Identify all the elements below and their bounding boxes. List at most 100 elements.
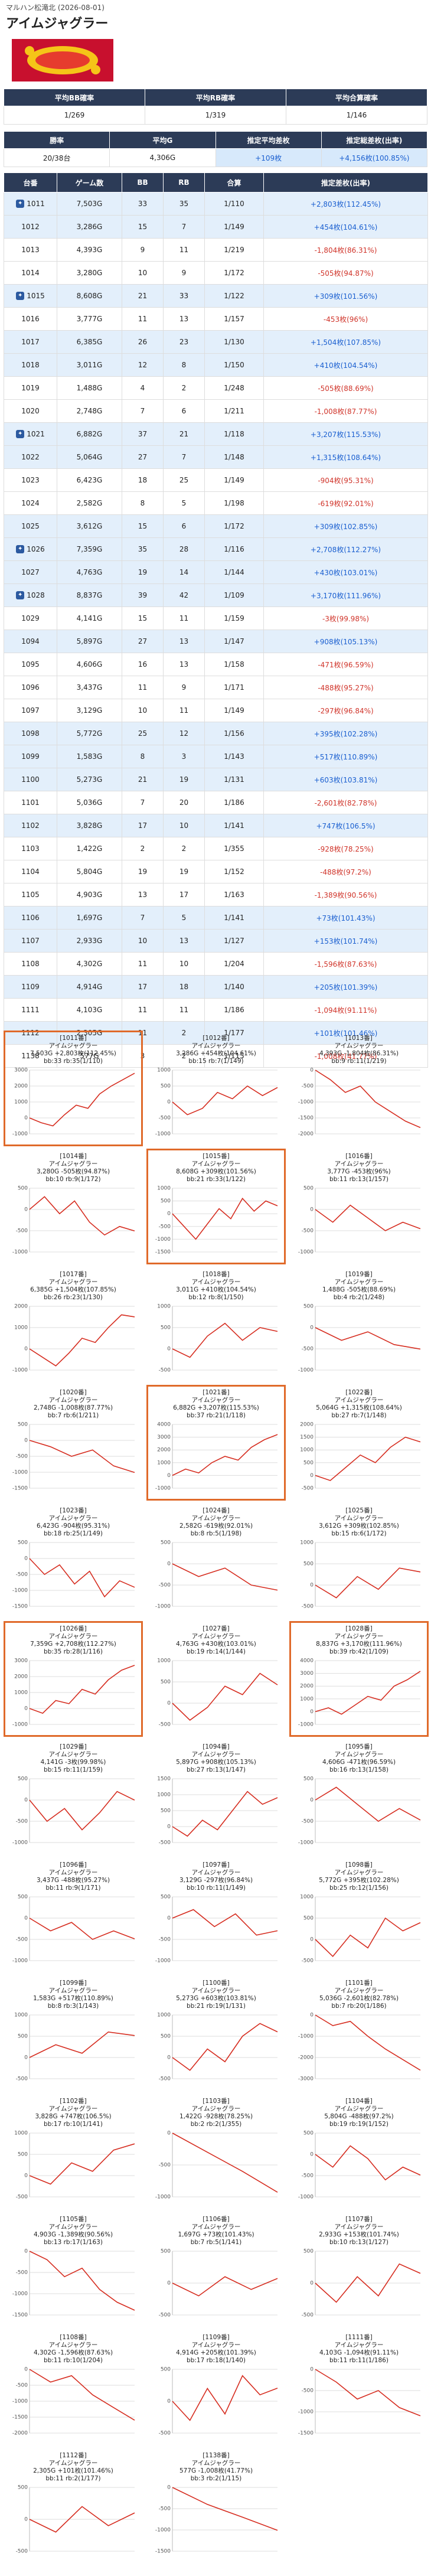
table-cell: ✦ 1028 — [4, 583, 57, 607]
mini-chart: -3000 -2000 -1000 0 — [298, 2013, 421, 2082]
machine-panel: [1105番] アイムジャグラー 4,903G -1,389枚(90.56%) bb:… — [4, 2212, 143, 2327]
panel-bonus: bb:2 rb:2(1/355) — [190, 2121, 242, 2128]
cell-text: 1/141 — [224, 914, 244, 922]
cell-text: 4,903G — [76, 891, 103, 899]
cell-text: 5 — [181, 914, 187, 922]
cell-text: 2,748G — [76, 407, 103, 415]
panel-model: アイムジャグラー — [48, 1869, 98, 1876]
table-cell: -928枚(78.25%) — [263, 837, 428, 860]
y-tick-label: 500 — [18, 1186, 28, 1192]
machine-panel: [1012番] アイムジャグラー 3,286G +454枚(104.61%) bb:1… — [146, 1031, 286, 1146]
table-cell: 37 — [122, 422, 164, 446]
table-cell: 15 — [122, 514, 164, 538]
table-cell: 1,583G — [57, 745, 122, 768]
table-cell: 1/156 — [204, 722, 264, 745]
cell-text: +2,803枚(112.45%) — [310, 200, 381, 208]
table-cell: +309枚(102.85%) — [263, 514, 428, 538]
cell-text: 17 — [138, 821, 148, 830]
cell-text: 11 — [179, 1006, 189, 1014]
y-tick-label: 0 — [24, 2367, 28, 2373]
cell-text: 12 — [138, 361, 148, 369]
cell-text: 577G — [80, 1052, 99, 1060]
y-tick-label: -3000 — [298, 2076, 314, 2082]
panel-label: [1025番] — [345, 1507, 373, 1514]
cell-text: 27 — [138, 453, 148, 461]
cell-text: 1107 — [21, 937, 40, 945]
diff-line — [29, 2369, 135, 2421]
panel-summary: 7,503G +2,803枚(112.45%) — [30, 1050, 116, 1057]
diff-line — [315, 1204, 421, 1231]
mini-chart: -500 0 500 1000 — [14, 2013, 135, 2082]
table-cell: -2,601枚(82.78%) — [263, 791, 428, 814]
y-tick-label: -1000 — [12, 2399, 28, 2405]
machine-panel: [1029番] アイムジャグラー 4,141G -3枚(99.98%) bb:15 r… — [4, 1739, 143, 1855]
y-tick-label: 0 — [310, 1473, 314, 1479]
table-cell: 11 — [122, 952, 164, 976]
y-tick-label: -1500 — [155, 1250, 171, 1256]
cell-text: 1/149 — [224, 476, 244, 484]
y-tick-label: -500 — [159, 1840, 171, 1846]
table-cell: 1/141 — [204, 814, 264, 837]
cell-text: 1,422G — [76, 844, 103, 853]
machine-panel: [1016番] アイムジャグラー 3,777G -453枚(96%) bb:11 rb… — [289, 1149, 429, 1264]
cell-text: 1/186 — [224, 798, 244, 807]
cell-text: +309枚(101.56%) — [314, 292, 378, 301]
machine-row: 1014 3,280G 10 9 1/172 -505枚(94.87%) — [4, 261, 428, 285]
table-cell: 1014 — [4, 261, 57, 285]
panel-summary: 5,064G +1,315枚(108.64%) — [316, 1404, 402, 1411]
cell-text: 23 — [179, 338, 189, 346]
table-cell: 7 — [163, 215, 205, 239]
cell-text: 1103 — [21, 844, 40, 853]
y-tick-label: 3000 — [300, 1671, 314, 1677]
panel-bonus: bb:9 rb:11(1/219) — [331, 1058, 387, 1065]
panel-bonus: bb:11 rb:11(1/186) — [329, 2357, 388, 2364]
table-cell: 1101 — [4, 791, 57, 814]
panel-label: [1026番] — [60, 1625, 87, 1632]
panel-model: アイムジャグラー — [334, 1987, 384, 1994]
panel-label: [1138番] — [203, 2452, 230, 2459]
cell-text: 1/140 — [224, 983, 244, 991]
cell-text: 35 — [179, 200, 189, 208]
cell-text: 1020 — [21, 407, 40, 415]
cell-text: +1,315枚(108.64%) — [310, 453, 381, 462]
y-tick-label: -1000 — [155, 1958, 171, 1964]
machine-panel: [1027番] アイムジャグラー 4,763G +430枚(103.01%) bb:1… — [146, 1621, 286, 1737]
table-cell: 19 — [122, 860, 164, 883]
table-cell: 13 — [163, 630, 205, 653]
panel-bonus: bb:11 rb:13(1/157) — [329, 1176, 388, 1183]
y-tick-label: 500 — [303, 1460, 314, 1466]
y-tick-label: 500 — [18, 1540, 28, 1546]
table-cell: 3,777G — [57, 307, 122, 331]
panel-label: [1094番] — [203, 1743, 230, 1750]
table-cell: -904枚(95.31%) — [263, 468, 428, 492]
panel-bonus: bb:21 rb:19(1/131) — [187, 2003, 246, 2010]
y-tick-label: 0 — [167, 2399, 171, 2405]
diff-line — [172, 2487, 278, 2531]
cell-text: 1/127 — [224, 937, 244, 945]
panel-bonus: bb:11 rb:10(1/204) — [44, 2357, 103, 2364]
diff-line — [172, 1672, 278, 1721]
cell-text: -1,804枚(86.31%) — [314, 246, 377, 255]
y-tick-label: 0 — [310, 2152, 314, 2158]
y-tick-label: 500 — [18, 1776, 28, 1782]
y-tick-label: -500 — [302, 2388, 314, 2394]
table-cell: 39 — [122, 583, 164, 607]
diff-line — [315, 2145, 421, 2181]
table-cell: 3 — [163, 745, 205, 768]
panel-label: [1011番] — [60, 1035, 87, 1042]
machine-row: 1109 4,914G 17 18 1/140 +205枚(101.39%) — [4, 975, 428, 999]
machine-panel: [1107番] アイムジャグラー 2,933G +153枚(101.74%) bb:1… — [289, 2212, 429, 2327]
cell-text: 18 — [179, 983, 189, 991]
table-cell: 1/177 — [204, 1021, 264, 1045]
table-cell: 11 — [122, 998, 164, 1022]
table-cell: 6 — [163, 399, 205, 423]
table-cell: 11 — [163, 606, 205, 630]
mini-chart: -1500 -1000 -500 0 500 1000 — [155, 1186, 278, 1256]
y-tick-label: 500 — [161, 1084, 171, 1090]
cell-text: 14 — [179, 568, 189, 576]
y-tick-label: 1000 — [157, 1068, 171, 1074]
panel-summary: 4,914G +205枚(101.39%) — [176, 2349, 256, 2356]
machine-row: 1027 4,763G 19 14 1/144 +430枚(103.01%) — [4, 560, 428, 584]
panel-label: [1099番] — [60, 1980, 87, 1987]
panel-label: [1096番] — [60, 1861, 87, 1869]
